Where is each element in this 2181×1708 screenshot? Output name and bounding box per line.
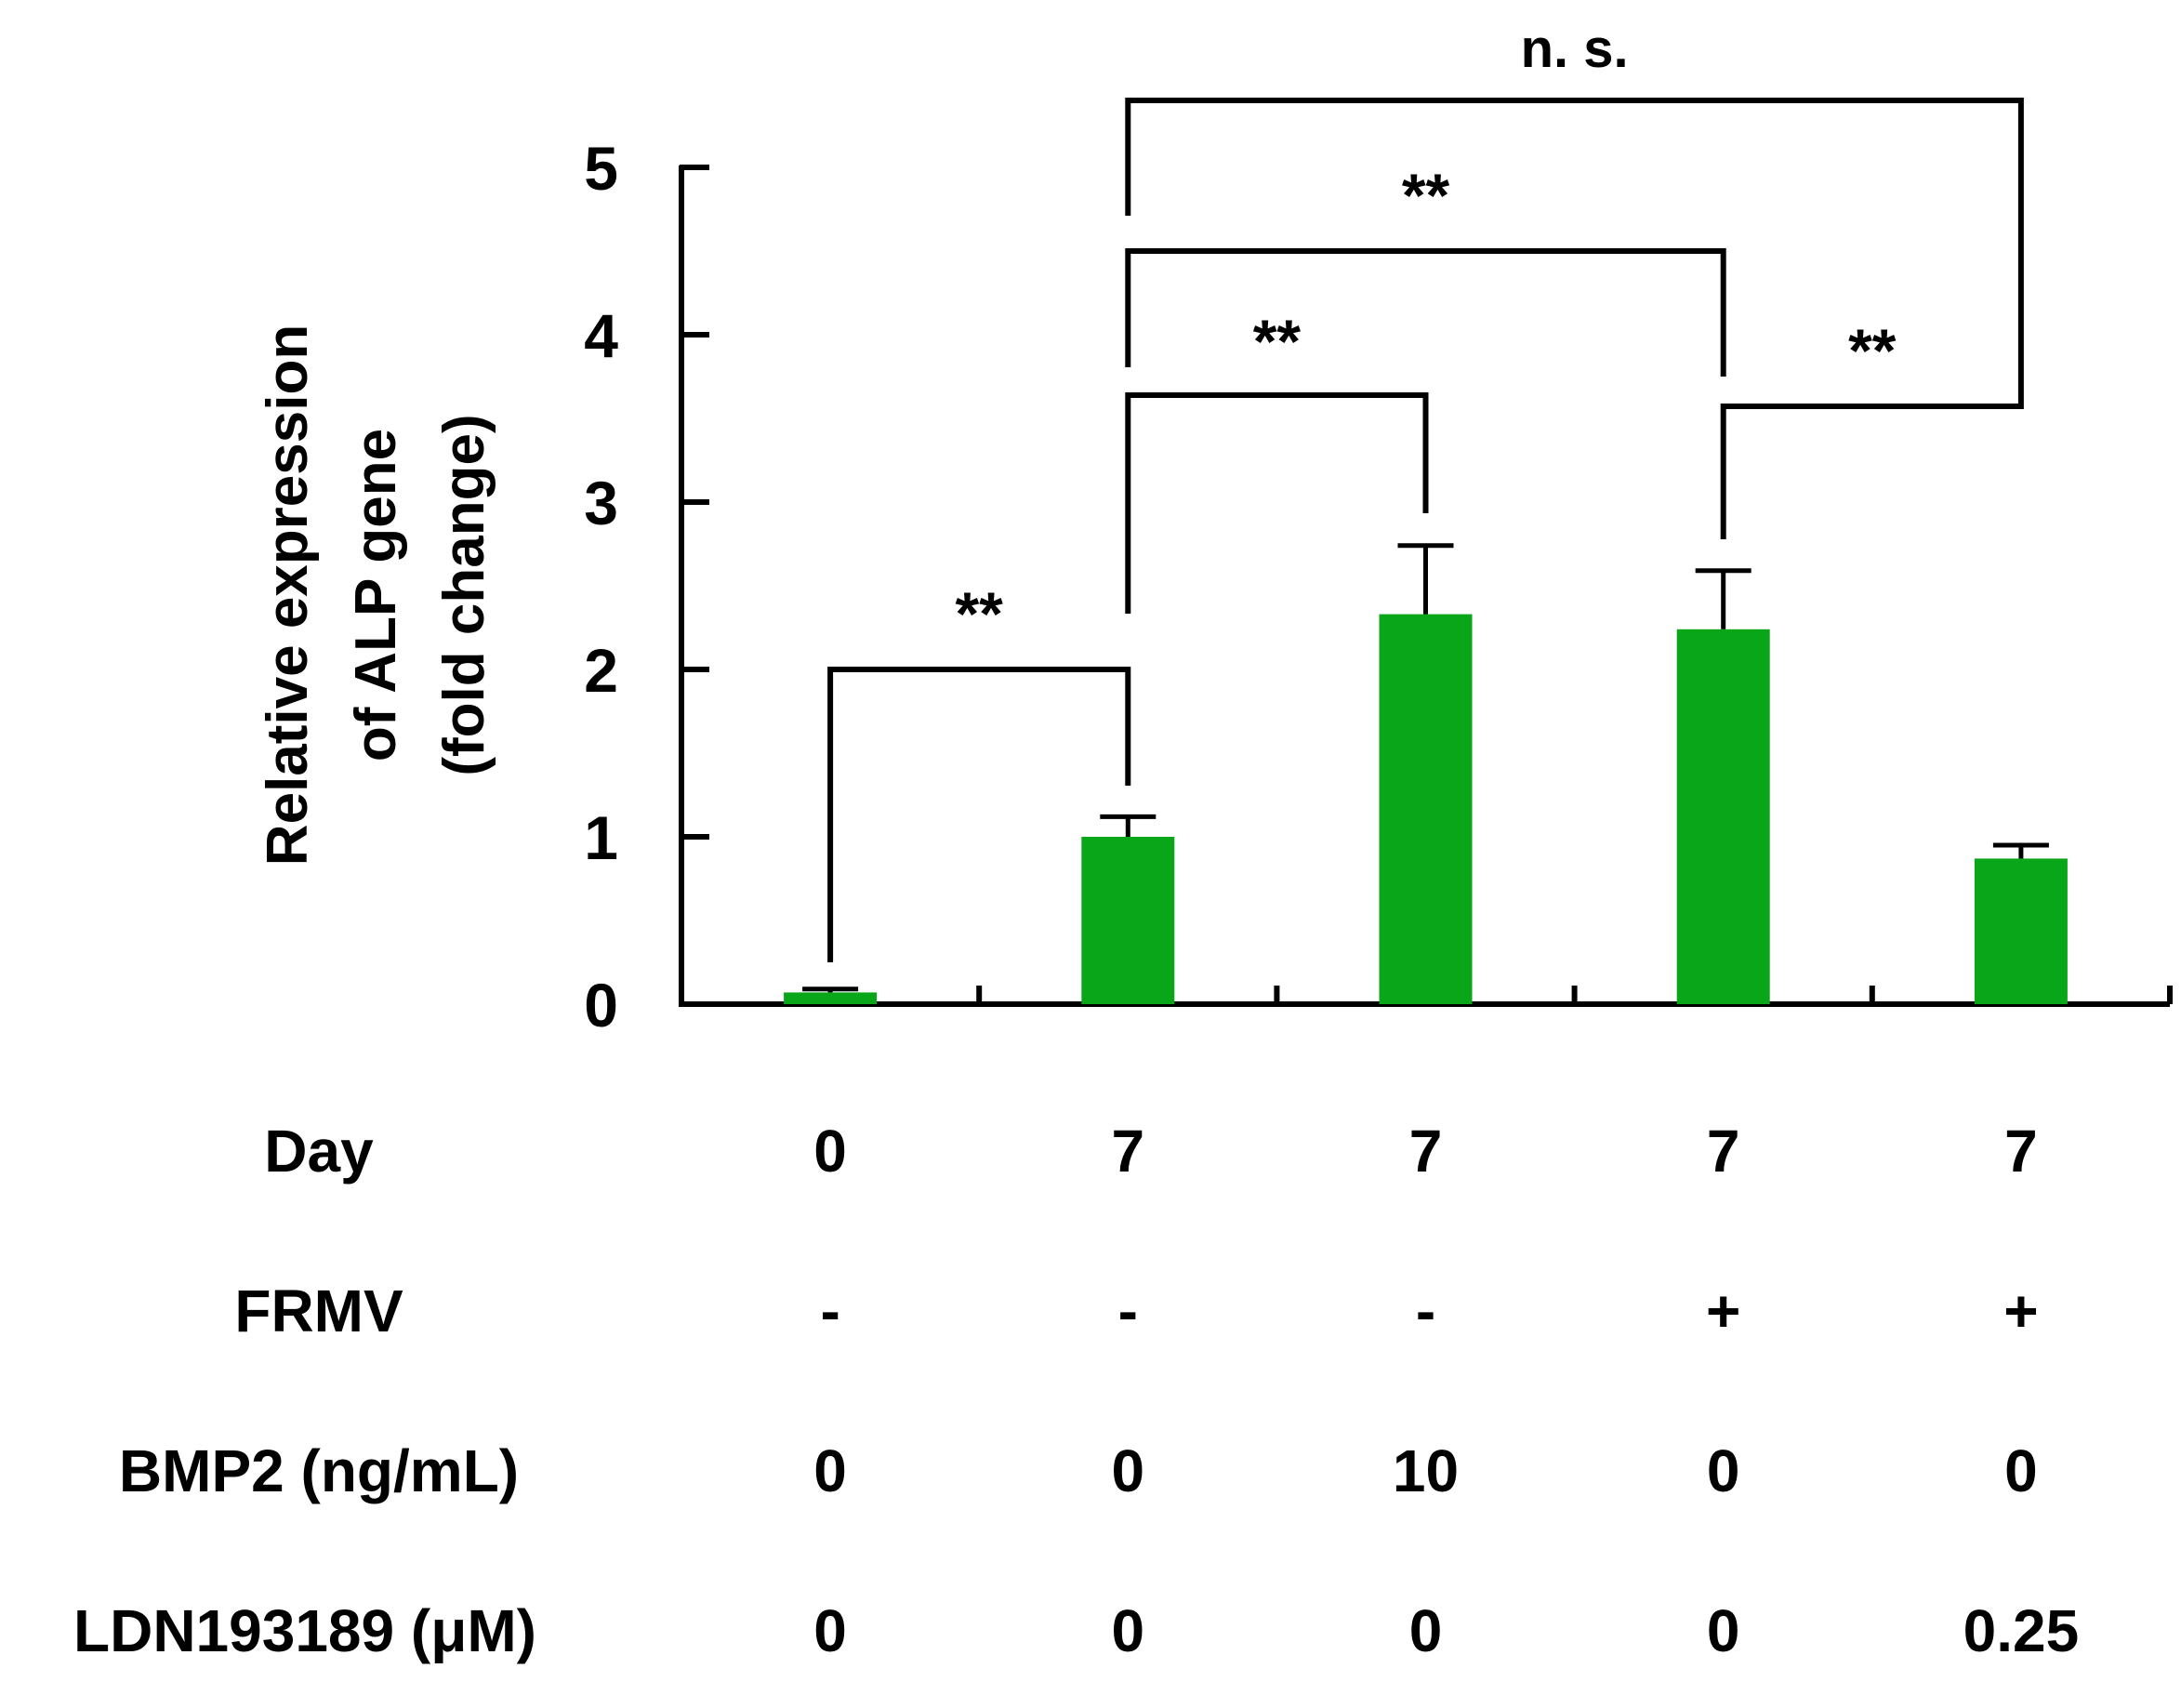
y-tick-label: 3: [584, 469, 618, 537]
condition-value: 7: [2004, 1118, 2038, 1185]
significance-label: **: [1402, 161, 1450, 230]
condition-value: 0: [813, 1118, 847, 1185]
bar: [1081, 837, 1175, 1004]
condition-table: Day 0 7 7 7 7 FRMV - - - + + BMP2 (ng/mL) 0 0 10 0 0 LDN19…: [73, 1118, 2079, 1664]
condition-value: 0: [813, 1597, 847, 1664]
condition-value: 0: [1409, 1597, 1443, 1664]
condition-row-label: FRMV: [234, 1278, 403, 1344]
axes: 0 1 2 3 4 5: [584, 134, 2173, 1039]
condition-value: -: [1118, 1278, 1138, 1344]
y-axis-label-line: of ALP gene: [344, 429, 408, 761]
bar: [1676, 629, 1770, 1004]
y-tick-label: 0: [584, 971, 618, 1039]
condition-value: -: [820, 1278, 839, 1344]
significance-bracket: [827, 667, 1131, 962]
significance-bracket: [1720, 377, 2024, 539]
condition-row-label: BMP2 (ng/mL): [119, 1437, 519, 1504]
bar: [784, 992, 878, 1004]
significance-brackets: ** ** ** ** n. s.: [827, 19, 2024, 962]
condition-value: 7: [1707, 1118, 1740, 1185]
significance-label: **: [956, 579, 1004, 648]
significance-label: n. s.: [1521, 19, 1629, 79]
condition-value: 0: [1112, 1597, 1145, 1664]
condition-value: 0: [2004, 1437, 2038, 1504]
condition-value: 0.25: [1963, 1597, 2080, 1664]
y-tick-label: 1: [584, 803, 618, 872]
significance-label: **: [1848, 316, 1897, 385]
condition-value: 0: [1707, 1437, 1740, 1504]
y-tick-label: 4: [584, 301, 618, 370]
y-axis-label-line: Relative expression: [256, 324, 320, 866]
condition-value: 0: [813, 1437, 847, 1504]
y-tick-label: 2: [584, 636, 618, 705]
condition-value: 7: [1409, 1118, 1443, 1185]
condition-value: 0: [1112, 1437, 1145, 1504]
bars: [784, 543, 2068, 1004]
y-axis-label: Relative expression of ALP gene (fold chan…: [256, 324, 496, 866]
condition-value: +: [1706, 1278, 1740, 1344]
y-tick-label: 5: [584, 134, 618, 203]
significance-bracket: [1125, 98, 2024, 377]
condition-value: 7: [1112, 1118, 1145, 1185]
y-axis-label-line: (fold change): [432, 414, 496, 775]
bar: [1379, 614, 1473, 1004]
significance-label: **: [1253, 307, 1302, 376]
condition-value: 10: [1393, 1437, 1459, 1504]
condition-row-label: LDN193189 (μM): [73, 1597, 536, 1664]
significance-bracket: [1125, 392, 1429, 614]
condition-value: -: [1416, 1278, 1435, 1344]
condition-value: 0: [1707, 1597, 1740, 1664]
bar: [1974, 858, 2068, 1004]
condition-row-label: Day: [264, 1118, 374, 1185]
significance-bracket: [1125, 248, 1726, 377]
condition-value: +: [2003, 1278, 2038, 1344]
